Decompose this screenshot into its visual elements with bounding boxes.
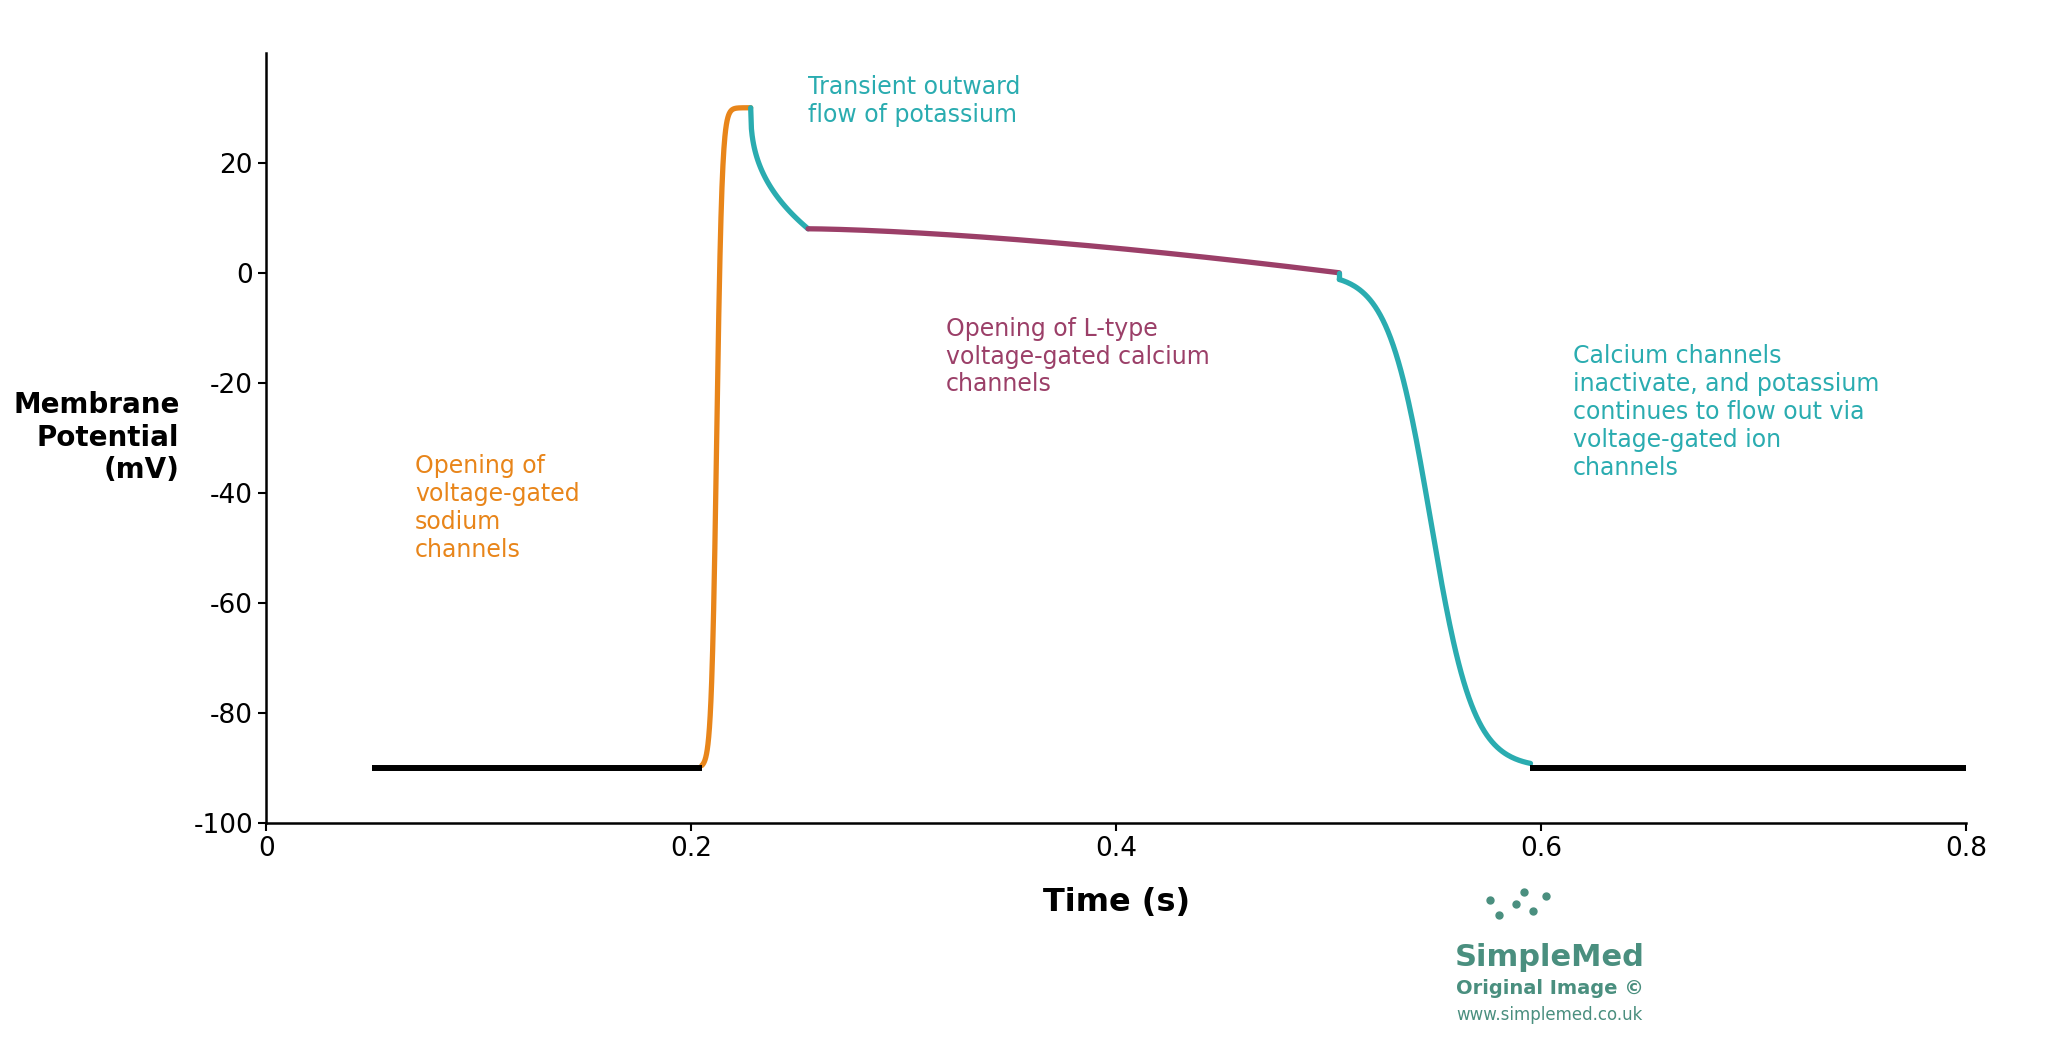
- X-axis label: Time (s): Time (s): [1042, 887, 1190, 918]
- Text: Original Image ©: Original Image ©: [1456, 979, 1645, 998]
- Text: Transient outward
flow of potassium: Transient outward flow of potassium: [809, 75, 1020, 127]
- Text: Calcium channels
inactivate, and potassium
continues to flow out via
voltage-gat: Calcium channels inactivate, and potassi…: [1573, 344, 1880, 480]
- Text: Opening of L-type
voltage-gated calcium
channels: Opening of L-type voltage-gated calcium …: [946, 316, 1210, 397]
- Text: ⚙: ⚙: [1765, 857, 1790, 884]
- Text: Opening of
voltage-gated
sodium
channels: Opening of voltage-gated sodium channels: [416, 455, 580, 561]
- Y-axis label: Membrane
Potential
(mV): Membrane Potential (mV): [12, 391, 180, 484]
- Text: SimpleMed: SimpleMed: [1454, 943, 1645, 972]
- Text: www.simplemed.co.uk: www.simplemed.co.uk: [1456, 1006, 1642, 1024]
